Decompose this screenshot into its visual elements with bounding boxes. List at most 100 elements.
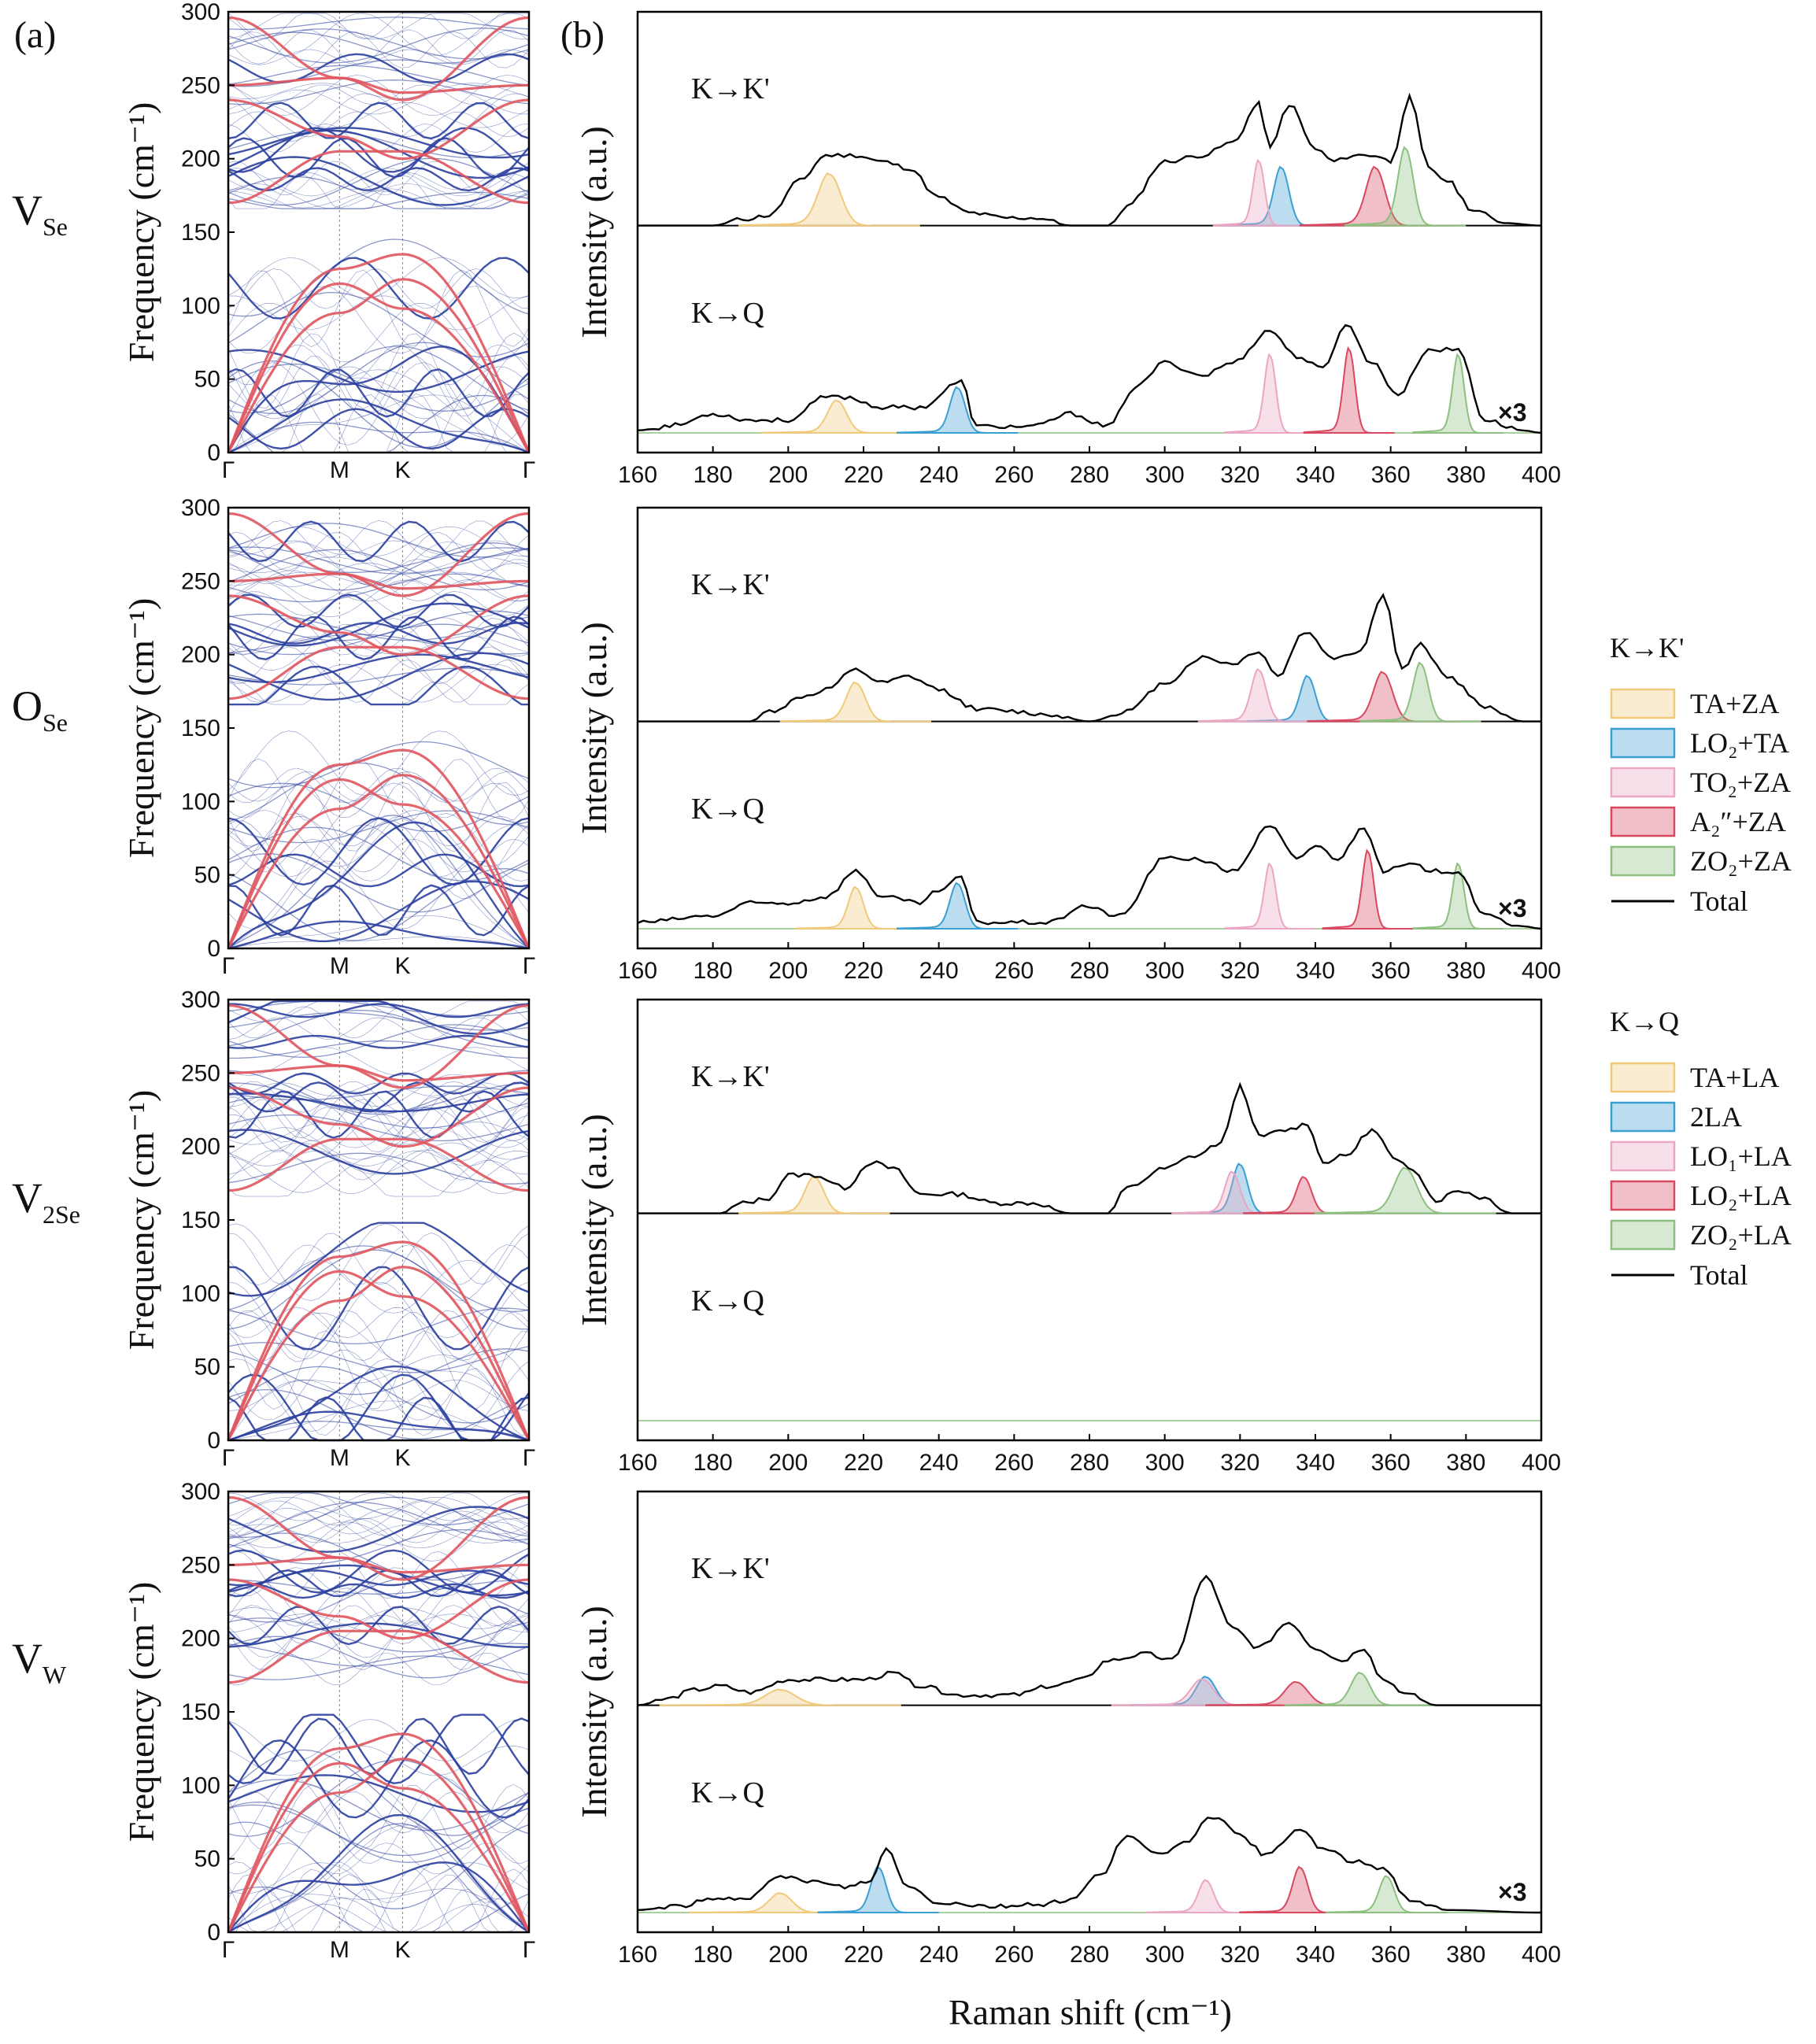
legend-kk-total-label: Total xyxy=(1690,885,1748,917)
folded-band xyxy=(227,549,530,591)
folded-band xyxy=(227,1549,530,1594)
folded-band xyxy=(227,167,530,192)
folded-band xyxy=(227,540,530,556)
folded-band xyxy=(227,1567,530,1597)
kk-component-ZO₂+ZA xyxy=(1284,1672,1437,1706)
y-tick-label: 100 xyxy=(181,1772,220,1798)
x-tick-label: 280 xyxy=(1070,1450,1109,1476)
x-tick-label: 160 xyxy=(618,958,657,984)
folded-band xyxy=(227,559,530,585)
folded-band xyxy=(227,156,530,206)
folded-band xyxy=(227,161,530,196)
folded-band xyxy=(227,1759,530,1837)
folded-band xyxy=(227,1492,530,1526)
folded-band xyxy=(227,813,530,882)
pristine-bands xyxy=(227,1495,531,1933)
folded-band xyxy=(227,1150,530,1166)
pristine-band xyxy=(227,594,530,656)
legend-kq-swatch xyxy=(1610,1180,1676,1211)
folded-band xyxy=(227,13,530,56)
x-tick-label: Γ xyxy=(222,1937,235,1963)
folded-band xyxy=(227,28,530,64)
folded-band xyxy=(227,1233,530,1285)
folded-band xyxy=(227,820,530,899)
folded-band xyxy=(227,1307,530,1339)
x-tick-label: 380 xyxy=(1446,1942,1485,1968)
folded-band xyxy=(227,663,530,703)
kq-total-line xyxy=(637,825,1542,930)
folded-band xyxy=(227,102,530,140)
x-tick-label: 260 xyxy=(994,462,1034,488)
pristine-band xyxy=(227,1758,531,1933)
x-tick-label: 260 xyxy=(994,958,1034,984)
dispersion-panel-2: 0 50 100 150 200 250 300 Γ M K Γ Frequency (cm⁻¹) xyxy=(121,987,535,1471)
frequency-axis-label: Frequency (cm⁻¹) xyxy=(121,1090,161,1351)
folded-band xyxy=(227,1868,530,1933)
folded-band xyxy=(227,617,530,656)
folded-band xyxy=(227,1532,530,1581)
folded-band xyxy=(227,1579,530,1595)
folded-band xyxy=(227,1281,530,1360)
panel-label-b: (b) xyxy=(560,14,605,56)
folded-band xyxy=(227,817,530,886)
folded-band xyxy=(227,346,530,414)
x-tick-label: 220 xyxy=(844,958,883,984)
x-tick-label: Γ xyxy=(222,1445,235,1471)
folded-band xyxy=(227,362,530,445)
folded-band xyxy=(227,1090,530,1139)
folded-band xyxy=(227,1259,530,1314)
folded-band xyxy=(227,394,529,453)
x-tick-label: Γ xyxy=(523,1937,536,1963)
folded-band xyxy=(227,520,530,563)
kk-component-TA+ZA xyxy=(659,1688,901,1706)
folded-band xyxy=(227,526,530,557)
folded-band xyxy=(227,1813,530,1934)
raman-panel-1: K→K' K→Q ×3 160 180 200 220 240 260 280 300 320 340 3… xyxy=(574,506,1561,984)
x-tick-label: 380 xyxy=(1446,958,1485,984)
folded-band xyxy=(227,1096,530,1143)
kk-label: K→K' xyxy=(691,568,770,601)
folded-band xyxy=(227,344,530,386)
y-tick-label: 300 xyxy=(181,1479,220,1505)
pristine-band xyxy=(228,572,530,590)
folded-band xyxy=(227,1652,530,1686)
raman-panels: K→K' K→Q ×3 160 180 200 220 240 260 280 300 320 340 3… xyxy=(574,10,1561,1968)
folded-band xyxy=(227,1576,530,1623)
legend-kq-swatch xyxy=(1610,1062,1676,1093)
folded-band xyxy=(227,59,530,87)
legend-kk-items: TA+ZA LO₂+TA TO₂+ZA A₂″+ZA ZO₂+ZA Total xyxy=(1610,688,1792,917)
x-tick-label: 220 xyxy=(844,462,883,488)
folded-band xyxy=(227,1862,530,1894)
folded-band xyxy=(227,1636,530,1679)
folded-band xyxy=(227,1342,530,1373)
folded-bands xyxy=(227,1492,530,1934)
folded-band xyxy=(227,1114,530,1162)
folded-band xyxy=(227,1620,530,1658)
y-tick-label: 200 xyxy=(181,146,220,172)
folded-band xyxy=(227,1496,530,1538)
intensity-axis-label: Intensity (a.u.) xyxy=(574,1606,614,1818)
folded-band xyxy=(227,1006,530,1039)
row-label-subscript: W xyxy=(43,1661,67,1689)
folded-band xyxy=(227,531,530,571)
folded-band xyxy=(227,1070,530,1115)
x-tick-label: K xyxy=(395,1445,411,1471)
pristine-band xyxy=(227,774,531,949)
folded-band xyxy=(227,368,530,418)
kq-component-ZO₂+LA xyxy=(1412,353,1504,434)
y-tick-label: 50 xyxy=(194,367,220,393)
x-tick-label: M xyxy=(330,457,350,483)
y-tick-label: 100 xyxy=(181,1281,220,1307)
kq-label: K→Q xyxy=(691,297,764,330)
folded-band xyxy=(227,1129,530,1175)
legend-kq-label: LO₁+LA xyxy=(1690,1140,1792,1172)
kq-component-2LA xyxy=(897,882,1019,930)
row-label-subscript: Se xyxy=(43,213,68,241)
folded-band xyxy=(227,1330,530,1410)
folded-band xyxy=(227,653,530,683)
x-tick-label: 180 xyxy=(693,462,733,488)
folded-band xyxy=(227,821,530,949)
kk-component-TO₂+ZA xyxy=(1212,158,1304,227)
folded-band xyxy=(227,1107,530,1153)
kk-total-line xyxy=(637,1574,1541,1706)
